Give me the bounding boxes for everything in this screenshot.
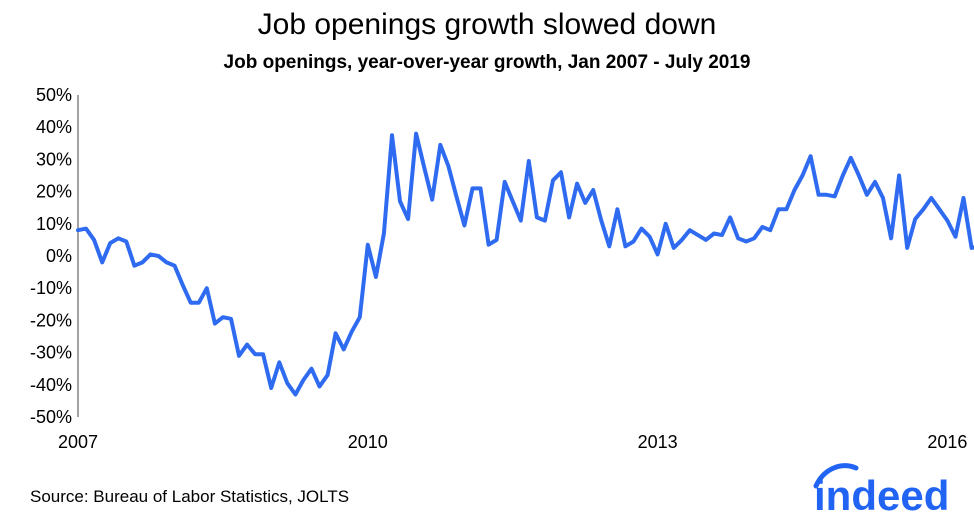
x-tick-label: 2007 xyxy=(58,432,98,452)
y-tick-label: 20% xyxy=(36,182,72,202)
x-tick-label: 2010 xyxy=(348,432,388,452)
y-tick-label: -10% xyxy=(30,278,72,298)
indeed-logo: indeed xyxy=(813,463,949,518)
y-axis-ticks: 50% 40% 30% 20% 10% 0% -10% -20% -30% -40% -50% xyxy=(30,85,72,427)
y-tick-label: 30% xyxy=(36,149,72,169)
series-group xyxy=(76,131,974,397)
y-tick-label: -20% xyxy=(30,310,72,330)
chart-title: Job openings growth slowed down xyxy=(257,8,717,41)
y-tick-label: -30% xyxy=(30,343,72,363)
chart-subtitle: Job openings, year-over-year growth, Jan… xyxy=(223,52,751,73)
y-tick-label: -40% xyxy=(30,375,72,395)
x-axis-ticks: 20072010201320162019 xyxy=(58,432,967,452)
logo-swoosh xyxy=(813,463,859,489)
logo-text: indeed xyxy=(814,472,949,518)
y-tick-label: -50% xyxy=(30,407,72,427)
y-tick-label: 40% xyxy=(36,117,72,137)
x-tick-label: 2016 xyxy=(927,432,967,452)
series-line xyxy=(76,131,974,397)
y-tick-label: 10% xyxy=(36,214,72,234)
y-tick-label: 50% xyxy=(36,85,72,105)
source-note: Source: Bureau of Labor Statistics, JOLT… xyxy=(30,487,350,506)
x-tick-label: 2013 xyxy=(638,432,678,452)
y-tick-label: 0% xyxy=(46,246,72,266)
